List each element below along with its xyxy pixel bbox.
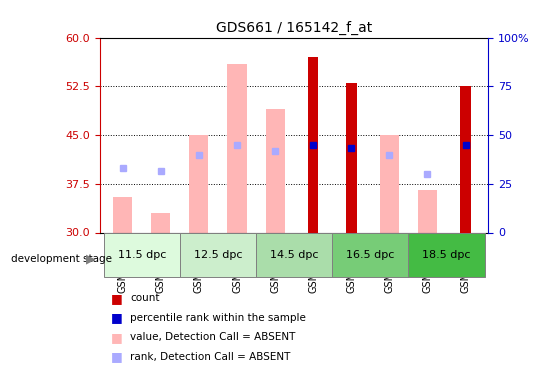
FancyBboxPatch shape bbox=[256, 233, 332, 277]
Text: rank, Detection Call = ABSENT: rank, Detection Call = ABSENT bbox=[130, 352, 291, 362]
FancyBboxPatch shape bbox=[104, 233, 180, 277]
Text: ■: ■ bbox=[111, 350, 123, 363]
Text: ■: ■ bbox=[111, 331, 123, 344]
Text: ■: ■ bbox=[111, 292, 123, 304]
Title: GDS661 / 165142_f_at: GDS661 / 165142_f_at bbox=[216, 21, 372, 35]
Text: 11.5 dpc: 11.5 dpc bbox=[118, 250, 166, 260]
Bar bbox=[460, 86, 471, 232]
Bar bbox=[346, 83, 356, 232]
Bar bbox=[266, 109, 285, 232]
Bar bbox=[228, 63, 246, 232]
Bar bbox=[152, 213, 170, 232]
Text: value, Detection Call = ABSENT: value, Detection Call = ABSENT bbox=[130, 332, 296, 342]
Bar bbox=[113, 197, 132, 232]
Text: ■: ■ bbox=[111, 311, 123, 324]
Text: percentile rank within the sample: percentile rank within the sample bbox=[130, 313, 306, 322]
Text: count: count bbox=[130, 293, 160, 303]
Bar bbox=[418, 190, 437, 232]
Text: 12.5 dpc: 12.5 dpc bbox=[194, 250, 242, 260]
Text: 18.5 dpc: 18.5 dpc bbox=[422, 250, 471, 260]
FancyBboxPatch shape bbox=[408, 233, 485, 277]
Bar bbox=[380, 135, 399, 232]
Text: ▶: ▶ bbox=[86, 252, 95, 265]
FancyBboxPatch shape bbox=[180, 233, 256, 277]
FancyBboxPatch shape bbox=[332, 233, 408, 277]
Text: 14.5 dpc: 14.5 dpc bbox=[270, 250, 319, 260]
Bar bbox=[308, 57, 319, 232]
Text: development stage: development stage bbox=[11, 254, 112, 264]
Bar bbox=[189, 135, 209, 232]
Text: 16.5 dpc: 16.5 dpc bbox=[346, 250, 395, 260]
